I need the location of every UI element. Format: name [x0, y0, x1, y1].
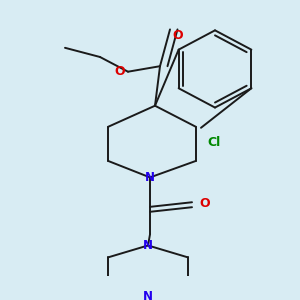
Text: N: N [143, 290, 153, 300]
Text: N: N [143, 239, 153, 252]
Text: O: O [172, 29, 183, 42]
Text: O: O [114, 65, 125, 78]
Text: N: N [145, 171, 155, 184]
Text: Cl: Cl [207, 136, 220, 149]
Text: O: O [200, 197, 210, 210]
